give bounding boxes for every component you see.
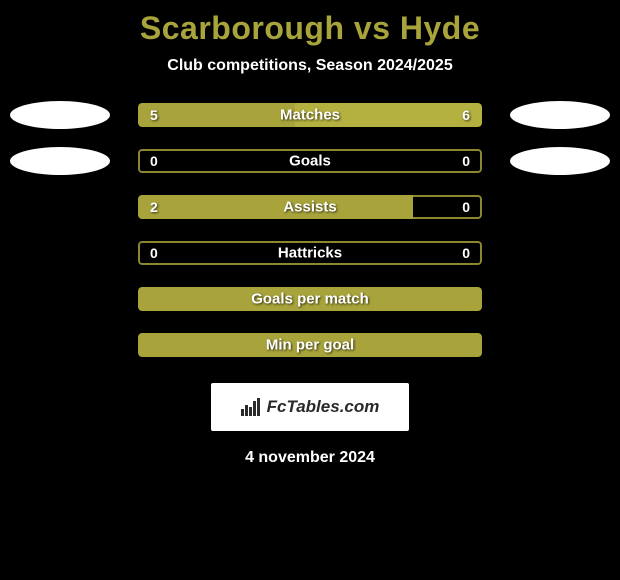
stat-value-left: 0 [150,153,158,169]
source-logo: FcTables.com [211,383,409,431]
stat-label: Matches [280,107,340,124]
chart-bars-icon [241,398,263,416]
team-marker-right [510,101,610,129]
stat-label: Hattricks [278,245,342,262]
team-marker-right [510,147,610,175]
comparison-infographic: Scarborough vs Hyde Club competitions, S… [0,0,620,580]
stat-value-right: 6 [462,107,470,123]
date-label: 4 november 2024 [245,449,375,467]
stat-bar: Min per goal [138,333,482,357]
bars-container: Matches56Goals00Assists20Hattricks00Goal… [0,103,620,379]
stat-row: Min per goal [0,333,620,357]
stat-bar: Matches 5 6 [138,103,482,127]
stat-value-left: 0 [150,245,158,261]
stat-bar: Goals 0 0 [138,149,482,173]
stat-row: Goals 0 0 [0,149,620,173]
stat-row: Matches 5 6 [0,103,620,127]
stat-value-right: 0 [462,199,470,215]
page-title: Scarborough vs Hyde [140,10,480,47]
stat-row: Hattricks 0 0 [0,241,620,265]
stat-value-left: 5 [150,107,158,123]
stat-row: Goals per match [0,287,620,311]
stat-bar: Goals per match [138,287,482,311]
stat-label: Goals per match [251,291,369,308]
stat-value-right: 0 [462,153,470,169]
stat-label: Assists [283,199,336,216]
logo-text: FcTables.com [267,397,380,417]
stat-label: Goals [289,153,331,170]
stat-bar: Hattricks 0 0 [138,241,482,265]
stat-bar: Assists 2 0 [138,195,482,219]
team-marker-left [10,147,110,175]
team-marker-left [10,101,110,129]
stat-row: Assists 2 0 [0,195,620,219]
page-subtitle: Club competitions, Season 2024/2025 [167,57,452,75]
stat-value-right: 0 [462,245,470,261]
stat-value-left: 2 [150,199,158,215]
stat-label: Min per goal [266,337,354,354]
